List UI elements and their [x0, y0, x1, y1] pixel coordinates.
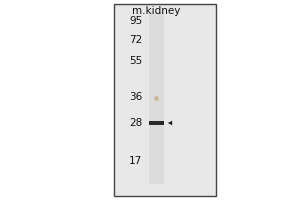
Text: 36: 36: [129, 92, 142, 102]
Text: 17: 17: [129, 156, 142, 166]
Text: 28: 28: [129, 118, 142, 128]
Text: 95: 95: [129, 16, 142, 26]
Bar: [114, 4, 216, 196]
Bar: [148, 121, 164, 125]
Text: 72: 72: [129, 35, 142, 45]
Text: 55: 55: [129, 56, 142, 66]
Text: m.kidney: m.kidney: [132, 6, 180, 16]
Bar: [148, 12, 164, 184]
